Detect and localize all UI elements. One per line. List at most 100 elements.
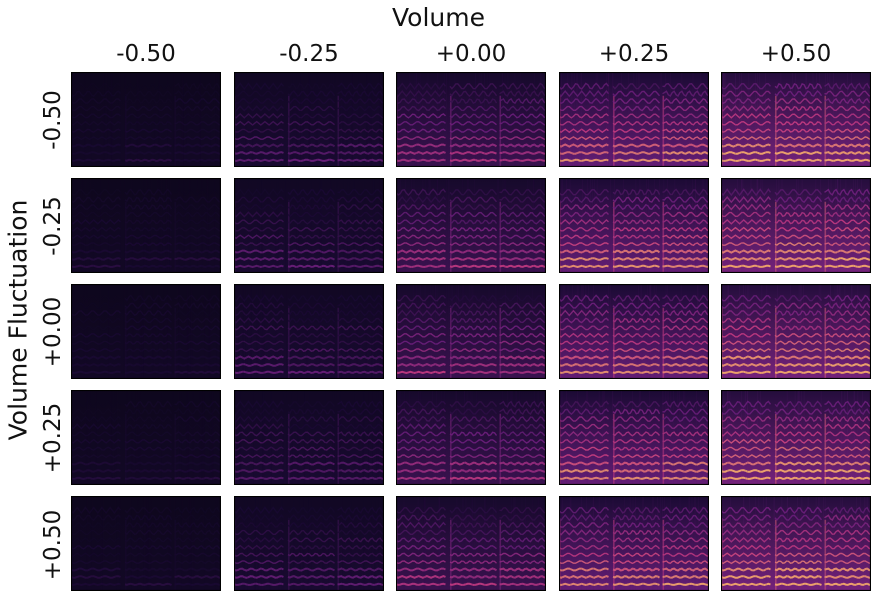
harmonic-band xyxy=(337,211,384,218)
noise-striation xyxy=(841,390,843,485)
noise-striation xyxy=(664,496,666,591)
harmonic-band xyxy=(721,97,772,105)
harmonic-band xyxy=(174,264,221,268)
x-axis-title: Volume xyxy=(392,3,485,32)
noise-striation xyxy=(750,178,752,273)
harmonic-band xyxy=(499,242,546,247)
harmonic-band xyxy=(449,469,498,473)
harmonic-band xyxy=(559,446,609,451)
col-label-5: +0.50 xyxy=(760,41,832,67)
noise-striation xyxy=(774,496,775,591)
noise-striation xyxy=(637,284,639,379)
harmonic-band xyxy=(449,333,498,338)
harmonic-band xyxy=(721,333,771,338)
noise-striation xyxy=(240,390,242,485)
noise-striation xyxy=(368,72,370,167)
noise-striation xyxy=(612,390,614,485)
noise-striation xyxy=(260,496,262,591)
harmonic-band xyxy=(337,234,384,239)
harmonic-band xyxy=(721,469,771,473)
harmonic-band xyxy=(559,196,610,204)
harmonic-band xyxy=(396,582,446,587)
noise-striation xyxy=(119,72,121,167)
panel-border xyxy=(559,178,709,273)
harmonic-band xyxy=(124,136,172,141)
harmonic-band xyxy=(174,582,221,586)
noise-striation xyxy=(649,284,651,379)
harmonic-band xyxy=(662,257,709,261)
harmonic-band xyxy=(174,370,221,374)
noise-striation xyxy=(334,390,335,485)
harmonic-band xyxy=(499,158,546,162)
noise-striation xyxy=(379,72,381,167)
harmonic-band xyxy=(71,438,121,444)
noise-striation xyxy=(826,72,828,167)
noise-striation xyxy=(248,178,250,273)
harmonic-band xyxy=(499,226,546,232)
harmonic-band xyxy=(824,196,871,204)
harmonic-band xyxy=(234,105,285,112)
spectrogram-panel-r4-c2 xyxy=(234,390,384,485)
noise-striation xyxy=(261,178,263,273)
noise-striation xyxy=(840,496,842,591)
harmonic-band xyxy=(396,143,446,148)
harmonic-band xyxy=(287,227,335,232)
noise-striation xyxy=(304,390,306,485)
noise-striation xyxy=(666,390,668,485)
harmonic-band xyxy=(71,226,121,232)
noise-striation xyxy=(89,178,91,273)
noise-striation xyxy=(667,284,669,379)
noise-striation xyxy=(177,284,179,379)
noise-striation xyxy=(322,496,323,591)
noise-striation xyxy=(166,284,168,379)
noise-striation xyxy=(74,72,76,167)
noise-striation xyxy=(213,390,214,485)
harmonic-band xyxy=(559,400,610,409)
harmonic-band xyxy=(499,469,546,473)
noise-striation xyxy=(635,178,637,273)
harmonic-band xyxy=(612,143,660,148)
harmonic-band xyxy=(824,544,871,550)
harmonic-band xyxy=(234,113,284,119)
harmonic-band xyxy=(721,438,771,444)
harmonic-band xyxy=(774,310,823,316)
harmonic-band xyxy=(499,257,546,261)
harmonic-band xyxy=(721,136,771,141)
noise-striation xyxy=(504,178,506,273)
noise-striation xyxy=(252,72,253,167)
noise-striation xyxy=(282,496,284,591)
harmonic-band xyxy=(612,158,660,162)
noise-striation xyxy=(446,72,448,167)
noise-striation xyxy=(493,496,494,591)
harmonic-band xyxy=(174,340,221,345)
noise-striation xyxy=(511,496,513,591)
harmonic-band xyxy=(499,264,546,268)
noise-striation xyxy=(245,72,247,167)
noise-striation xyxy=(632,496,634,591)
harmonic-band xyxy=(71,196,122,204)
noise-striation xyxy=(816,72,817,167)
noise-striation xyxy=(166,178,168,273)
panel-border xyxy=(721,178,871,273)
noise-striation xyxy=(424,496,426,591)
noise-striation xyxy=(329,72,331,167)
noise-striation xyxy=(682,390,684,485)
noise-striation xyxy=(540,72,542,167)
noise-striation xyxy=(466,390,468,485)
noise-striation xyxy=(830,284,831,379)
noise-striation xyxy=(539,496,541,591)
harmonic-band xyxy=(612,348,660,352)
harmonic-band xyxy=(396,249,446,254)
harmonic-band xyxy=(499,355,546,360)
harmonic-band xyxy=(449,560,497,564)
harmonic-band xyxy=(559,552,609,557)
noise-striation xyxy=(612,390,613,485)
noise-striation xyxy=(455,390,457,485)
noise-striation xyxy=(724,72,726,167)
harmonic-band xyxy=(612,113,660,119)
harmonic-band xyxy=(824,552,871,557)
noise-striation xyxy=(542,178,544,273)
harmonic-band xyxy=(612,90,661,98)
harmonic-band xyxy=(396,226,446,232)
harmonic-band xyxy=(824,136,871,141)
